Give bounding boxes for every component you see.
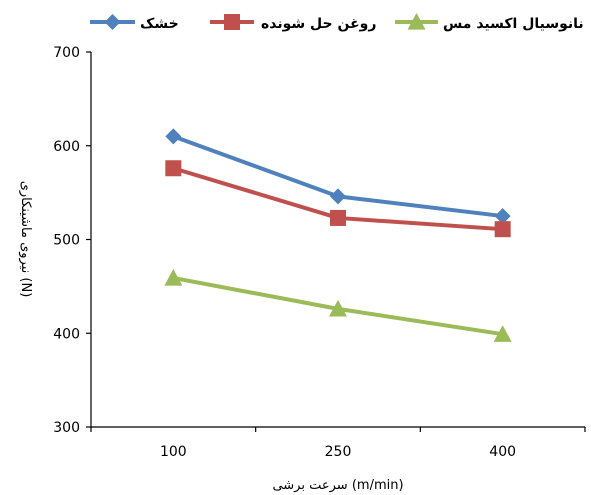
legend-label: نانوسیال اکسید مس [443,16,584,32]
x-tick-label: 400 [489,444,516,460]
y-tick-label: 500 [53,233,80,249]
data-point [165,160,182,177]
data-point [164,268,183,286]
plot-area [164,128,512,342]
y-axis: 300 400 500 600 700 [53,45,92,436]
legend-marker [104,14,121,30]
y-tick-label: 600 [53,139,80,155]
data-point [493,325,512,342]
legend-marker [224,14,240,30]
legend-item: نانوسیال اکسید مس [395,13,584,32]
series-2 [164,268,512,342]
y-tick-label: 300 [53,420,80,436]
series-0 [165,128,511,225]
data-point [330,188,346,205]
series-1 [165,160,511,238]
y-tick-label: 700 [53,45,80,61]
legend-label: روغن حل شونده [261,16,376,32]
data-point [494,221,511,238]
legend-item: روغن حل شونده [210,14,376,32]
data-point [330,209,346,226]
y-tick-label: 400 [53,326,80,342]
data-point [494,208,511,225]
x-tick-label: 250 [325,444,352,460]
data-point [165,128,182,145]
legend-item: خشک [90,14,179,32]
y-axis-title: نیروی ماشینکاری (N) [18,181,33,298]
x-tick-label: 100 [160,444,187,460]
x-axis: 100 250 400 [90,426,586,460]
legend: خشک روغن حل شونده نانوسیال اکسید مس [90,13,584,32]
legend-label: خشک [140,16,179,32]
x-axis-title: سرعت برشی (m/min) [272,478,403,493]
legend-marker [407,13,426,30]
data-point [329,299,347,317]
